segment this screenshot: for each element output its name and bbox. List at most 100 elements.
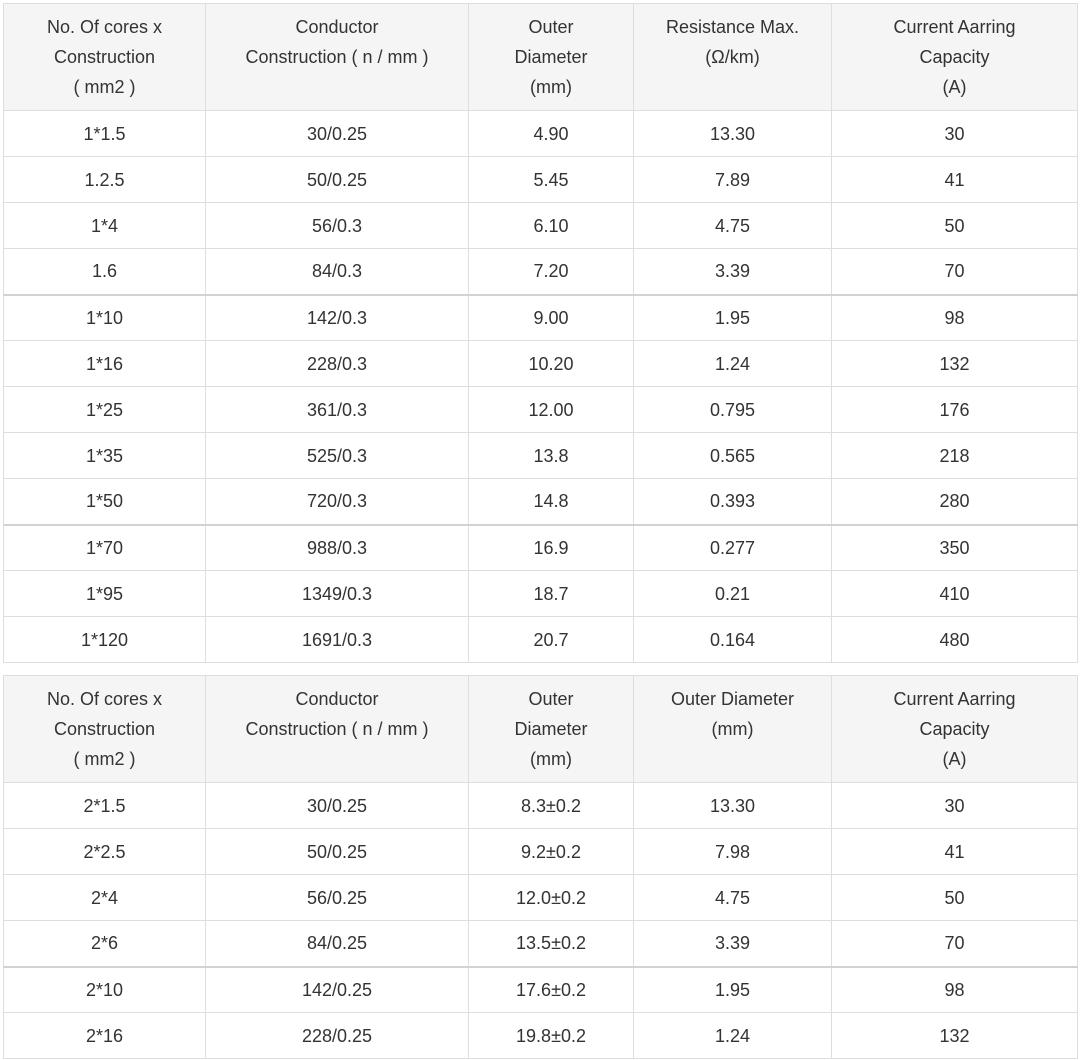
table-cell: 7.89 bbox=[633, 156, 832, 203]
table-cell: 1*25 bbox=[3, 386, 206, 433]
table-cell: 1*1.5 bbox=[3, 110, 206, 157]
table-row: 1*25 361/0.3 12.00 0.795 176 bbox=[3, 386, 1078, 433]
table-cell: 6.10 bbox=[468, 202, 634, 249]
table-row: 1*50 720/0.3 14.8 0.393 280 bbox=[3, 478, 1078, 525]
table-cell: 1.24 bbox=[633, 1012, 832, 1059]
header-line: (mm) bbox=[711, 719, 754, 739]
header-resistance-max: Resistance Max. (Ω/km) bbox=[633, 3, 832, 111]
header-line: Diameter bbox=[514, 719, 588, 739]
table-cell: 13.30 bbox=[633, 110, 832, 157]
table-cell: 30/0.25 bbox=[205, 110, 469, 157]
table-body: 2*1.5 30/0.25 8.3±0.2 13.30 30 2*2.5 50/… bbox=[3, 782, 1078, 1059]
table-cell: 13.30 bbox=[633, 782, 832, 829]
table-cell: 10.20 bbox=[468, 340, 634, 387]
table-row: 1*70 988/0.3 16.9 0.277 350 bbox=[3, 523, 1078, 571]
header-line: Current Aarring bbox=[893, 689, 1016, 709]
table-body: 1*1.5 30/0.25 4.90 13.30 30 1.2.5 50/0.2… bbox=[3, 110, 1078, 663]
header-outer-diameter-mm: Outer Diameter (mm) bbox=[633, 675, 832, 783]
table-row: 1.6 84/0.3 7.20 3.39 70 bbox=[3, 248, 1078, 295]
table-cell: 84/0.3 bbox=[205, 248, 469, 295]
header-line: Construction ( n / mm ) bbox=[245, 719, 429, 739]
table-cell: 228/0.3 bbox=[205, 340, 469, 387]
table-cell: 13.8 bbox=[468, 432, 634, 479]
header-conductor-construction: Conductor Construction ( n / mm ) bbox=[205, 675, 469, 783]
table-cell: 720/0.3 bbox=[205, 478, 469, 525]
table-cell: 30/0.25 bbox=[205, 782, 469, 829]
table-cell: 1*95 bbox=[3, 570, 206, 617]
table-cell: 17.6±0.2 bbox=[468, 965, 634, 1013]
table-cell: 1.95 bbox=[633, 965, 832, 1013]
table-cell: 8.3±0.2 bbox=[468, 782, 634, 829]
header-line: (Ω/km) bbox=[705, 47, 760, 67]
table-row: 1*35 525/0.3 13.8 0.565 218 bbox=[3, 432, 1078, 479]
table-cell: 1*10 bbox=[3, 293, 206, 341]
table-cell: 1.95 bbox=[633, 293, 832, 341]
header-conductor-construction: Conductor Construction ( n / mm ) bbox=[205, 3, 469, 111]
table-cell: 50 bbox=[831, 874, 1078, 921]
header-line: Outer Diameter bbox=[670, 689, 795, 709]
table-cell: 4.75 bbox=[633, 202, 832, 249]
table-cell: 280 bbox=[831, 478, 1078, 525]
table-cell: 41 bbox=[831, 156, 1078, 203]
table-cell: 1.24 bbox=[633, 340, 832, 387]
table-cell: 70 bbox=[831, 248, 1078, 295]
header-line: Conductor bbox=[295, 689, 379, 709]
table-cell: 0.164 bbox=[633, 616, 832, 663]
header-line: No. Of cores x bbox=[46, 689, 163, 709]
header-line: Resistance Max. bbox=[665, 17, 800, 37]
table-cell: 98 bbox=[831, 965, 1078, 1013]
table-cell: 13.5±0.2 bbox=[468, 920, 634, 967]
table-cell: 30 bbox=[831, 110, 1078, 157]
table-cell: 142/0.3 bbox=[205, 293, 469, 341]
header-line: Capacity bbox=[919, 47, 990, 67]
table-cell: 50/0.25 bbox=[205, 156, 469, 203]
table-cell: 1*120 bbox=[3, 616, 206, 663]
table-cell: 4.75 bbox=[633, 874, 832, 921]
header-line: (A) bbox=[942, 749, 967, 769]
header-current-capacity: Current Aarring Capacity (A) bbox=[831, 3, 1078, 111]
table-cell: 9.2±0.2 bbox=[468, 828, 634, 875]
table-cell: 2*10 bbox=[3, 965, 206, 1013]
table-cell: 84/0.25 bbox=[205, 920, 469, 967]
table-cell: 0.393 bbox=[633, 478, 832, 525]
table-cell: 2*2.5 bbox=[3, 828, 206, 875]
header-line: Construction bbox=[53, 719, 156, 739]
table-cell: 41 bbox=[831, 828, 1078, 875]
table-cell: 1*35 bbox=[3, 432, 206, 479]
table-cell: 142/0.25 bbox=[205, 965, 469, 1013]
table-cell: 2*6 bbox=[3, 920, 206, 967]
header-line: Outer bbox=[528, 689, 574, 709]
table-cell: 0.21 bbox=[633, 570, 832, 617]
table-cell: 480 bbox=[831, 616, 1078, 663]
table-cell: 0.277 bbox=[633, 523, 832, 571]
table-row: 2*10 142/0.25 17.6±0.2 1.95 98 bbox=[3, 965, 1078, 1013]
table-cell: 70 bbox=[831, 920, 1078, 967]
table-cell: 12.0±0.2 bbox=[468, 874, 634, 921]
table-cell: 98 bbox=[831, 293, 1078, 341]
table-row: 1*120 1691/0.3 20.7 0.164 480 bbox=[3, 616, 1078, 663]
table-cell: 176 bbox=[831, 386, 1078, 433]
table-cell: 525/0.3 bbox=[205, 432, 469, 479]
table-cell: 3.39 bbox=[633, 920, 832, 967]
table-header: No. Of cores x Construction ( mm2 ) Cond… bbox=[3, 3, 1078, 111]
table-row: 1*4 56/0.3 6.10 4.75 50 bbox=[3, 202, 1078, 249]
table-cell: 132 bbox=[831, 340, 1078, 387]
table-cell: 1*70 bbox=[3, 523, 206, 571]
table-cell: 5.45 bbox=[468, 156, 634, 203]
table-row: 2*6 84/0.25 13.5±0.2 3.39 70 bbox=[3, 920, 1078, 967]
table-cell: 19.8±0.2 bbox=[468, 1012, 634, 1059]
table-cell: 7.98 bbox=[633, 828, 832, 875]
header-cores-construction: No. Of cores x Construction ( mm2 ) bbox=[3, 675, 206, 783]
header-line: Conductor bbox=[295, 17, 379, 37]
table-cell: 14.8 bbox=[468, 478, 634, 525]
table-row: 2*4 56/0.25 12.0±0.2 4.75 50 bbox=[3, 874, 1078, 921]
header-line: Diameter bbox=[514, 47, 588, 67]
header-line: Outer bbox=[528, 17, 574, 37]
header-row: No. Of cores x Construction ( mm2 ) Cond… bbox=[3, 675, 1078, 783]
table-row: 1*95 1349/0.3 18.7 0.21 410 bbox=[3, 570, 1078, 617]
table-cell: 56/0.25 bbox=[205, 874, 469, 921]
table-cell: 20.7 bbox=[468, 616, 634, 663]
header-line: Construction ( n / mm ) bbox=[245, 47, 429, 67]
header-line: No. Of cores x bbox=[46, 17, 163, 37]
table-cell: 4.90 bbox=[468, 110, 634, 157]
